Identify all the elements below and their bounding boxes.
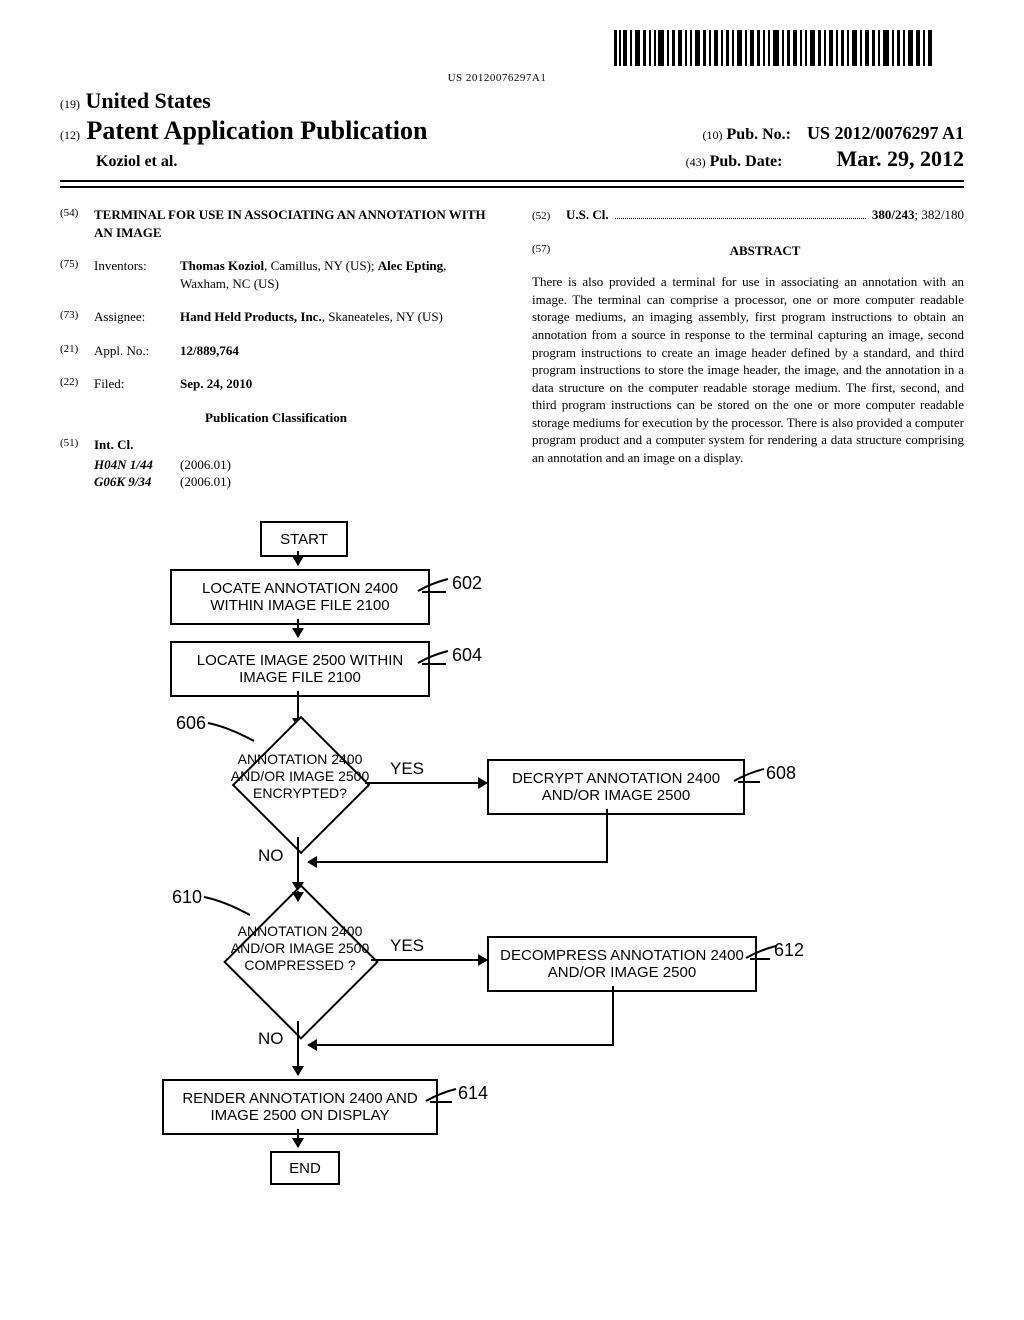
- country-code: (19): [60, 97, 80, 111]
- fc-ref-614: 614: [458, 1083, 488, 1104]
- pub-no-value: US 2012/0076297 A1: [807, 123, 964, 143]
- filed-label: Filed:: [94, 375, 180, 393]
- intcl-code: (51): [60, 436, 94, 454]
- fc-box-612: DECOMPRESS ANNOTATION 2400 AND/OR IMAGE …: [487, 936, 757, 992]
- intcl-label: Int. Cl.: [94, 437, 133, 452]
- fc-start: START: [260, 521, 348, 557]
- fc-no-610: NO: [258, 1029, 284, 1049]
- fc-box-608: DECRYPT ANNOTATION 2400 AND/OR IMAGE 250…: [487, 759, 745, 815]
- abstract-text: There is also provided a terminal for us…: [532, 273, 964, 466]
- fc-end: END: [270, 1151, 340, 1185]
- inventors-label: Inventors:: [94, 257, 180, 292]
- intcl-1-ver: (2006.01): [180, 456, 231, 474]
- abstract-heading: ABSTRACT: [566, 242, 964, 260]
- fc-ref-602: 602: [452, 573, 482, 594]
- fc-ref-608: 608: [766, 763, 796, 784]
- intcl-2-ver: (2006.01): [180, 473, 231, 491]
- authors: Koziol et al.: [60, 153, 177, 171]
- fc-diamond-610-text: ANNOTATION 2400 AND/OR IMAGE 2500 COMPRE…: [222, 923, 378, 973]
- pub-no-label: Pub. No.:: [727, 126, 791, 143]
- barcode-number: US 20120076297A1: [60, 72, 934, 84]
- dot-leader: [615, 218, 866, 219]
- fc-box-604: LOCATE IMAGE 2500 WITHIN IMAGE FILE 2100: [170, 641, 430, 697]
- applno-code: (21): [60, 342, 94, 360]
- fc-yes-606: YES: [390, 759, 424, 779]
- fc-ref-604: 604: [452, 645, 482, 666]
- intcl-1-class: H04N 1/44: [94, 456, 180, 474]
- uscl-code: (52): [532, 209, 566, 224]
- fc-yes-610: YES: [390, 936, 424, 956]
- assignee-value: Hand Held Products, Inc., Skaneateles, N…: [180, 308, 492, 326]
- title-code: (54): [60, 206, 94, 241]
- pub-class-heading: Publication Classification: [60, 409, 492, 427]
- inventors-value: Thomas Koziol, Camillus, NY (US); Alec E…: [180, 257, 492, 292]
- patent-header: (19) United States (12) Patent Applicati…: [60, 88, 964, 182]
- fc-diamond-606-text: ANNOTATION 2400 AND/OR IMAGE 2500 ENCRYP…: [228, 751, 372, 801]
- applno-value: 12/889,764: [180, 343, 239, 358]
- flowchart: START LOCATE ANNOTATION 2400 WITHIN IMAG…: [60, 521, 964, 1221]
- invention-title: TERMINAL FOR USE IN ASSOCIATING AN ANNOT…: [94, 206, 492, 241]
- assignee-code: (73): [60, 308, 94, 326]
- barcode-icon: [614, 30, 934, 66]
- fc-box-614: RENDER ANNOTATION 2400 AND IMAGE 2500 ON…: [162, 1079, 438, 1135]
- doc-type-code: (12): [60, 128, 80, 142]
- fc-ref-606: 606: [176, 713, 206, 734]
- intcl-2-class: G06K 9/34: [94, 473, 180, 491]
- pub-date-label: Pub. Date:: [710, 153, 783, 170]
- doc-type: Patent Application Publication: [87, 116, 428, 145]
- uscl-value-bold: 380/243: [872, 207, 915, 222]
- fc-ref-612: 612: [774, 940, 804, 961]
- assignee-label: Assignee:: [94, 308, 180, 326]
- fc-box-602: LOCATE ANNOTATION 2400 WITHIN IMAGE FILE…: [170, 569, 430, 625]
- fc-no-606: NO: [258, 846, 284, 866]
- uscl-value-rest: ; 382/180: [915, 207, 964, 222]
- fc-ref-610: 610: [172, 887, 202, 908]
- applno-label: Appl. No.:: [94, 342, 180, 360]
- pub-date-code: (43): [686, 155, 706, 169]
- abstract-code: (57): [532, 242, 566, 268]
- uscl-label: U.S. Cl.: [566, 206, 609, 224]
- barcode-region: US 20120076297A1: [60, 30, 934, 84]
- pub-no-code: (10): [703, 128, 723, 142]
- filed-code: (22): [60, 375, 94, 393]
- pub-date-value: Mar. 29, 2012: [836, 146, 964, 171]
- filed-value: Sep. 24, 2010: [180, 376, 252, 391]
- country-name: United States: [86, 88, 211, 113]
- inventors-code: (75): [60, 257, 94, 292]
